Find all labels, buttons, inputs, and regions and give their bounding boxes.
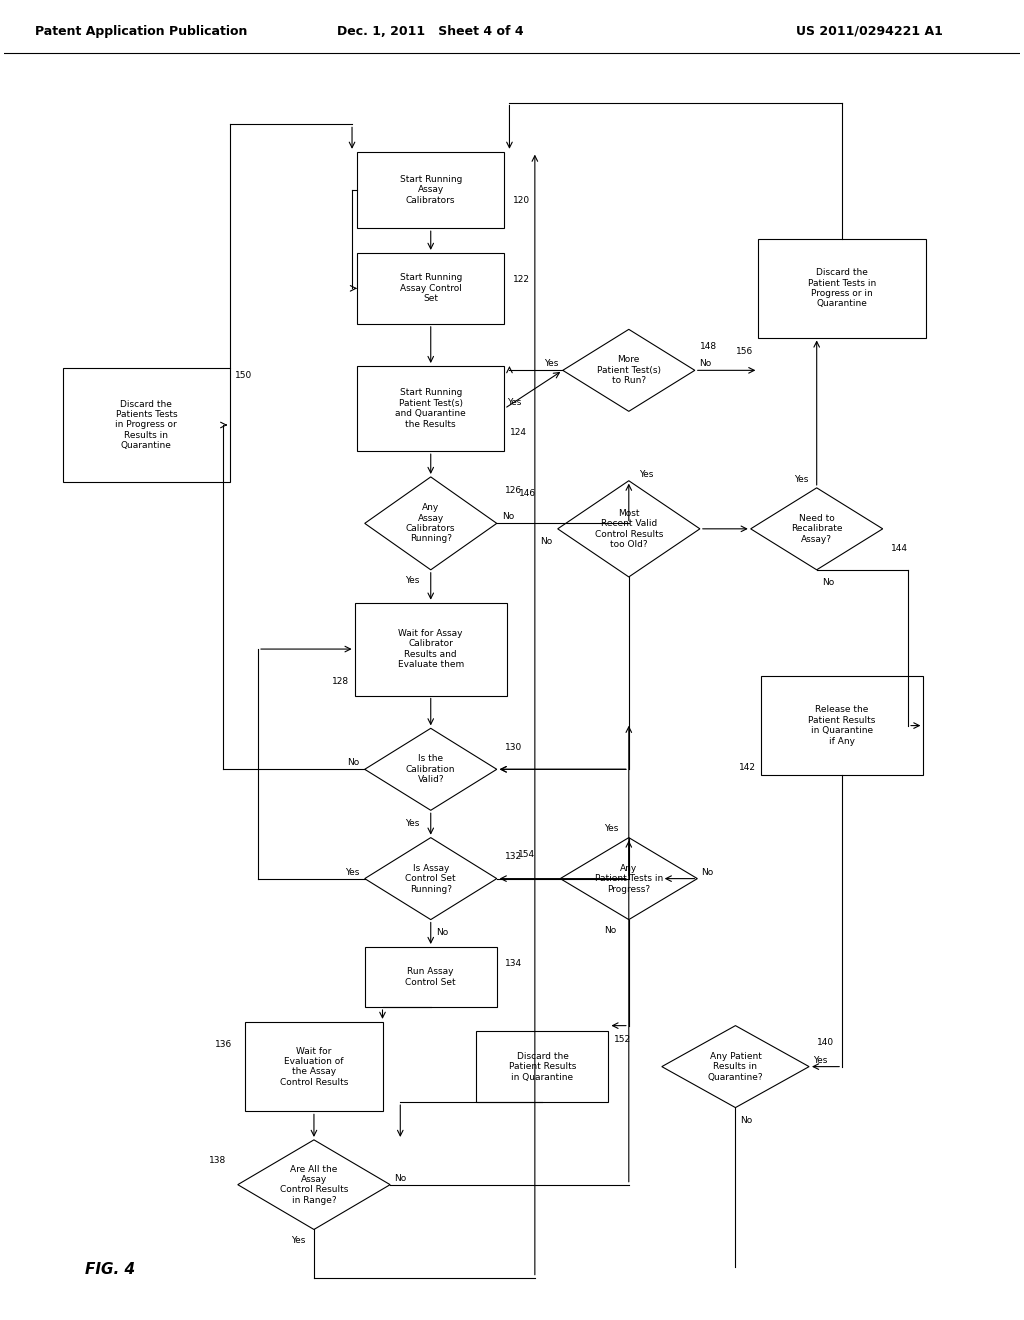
Text: 126: 126 [505,486,522,495]
Text: No: No [436,928,449,937]
Text: Yes: Yes [508,397,522,407]
Text: Run Assay
Control Set: Run Assay Control Set [406,968,456,986]
Polygon shape [558,480,699,577]
Text: No: No [394,1173,407,1183]
FancyBboxPatch shape [357,366,505,451]
Text: Any
Assay
Calibrators
Running?: Any Assay Calibrators Running? [406,503,456,544]
Polygon shape [365,729,497,810]
FancyBboxPatch shape [476,1031,608,1102]
Text: No: No [604,927,616,935]
Text: More
Patient Test(s)
to Run?: More Patient Test(s) to Run? [597,355,660,385]
FancyBboxPatch shape [365,946,497,1007]
Text: 146: 146 [519,490,537,499]
Text: 142: 142 [738,763,756,772]
Text: No: No [699,359,711,368]
Text: 122: 122 [512,275,529,284]
Text: 148: 148 [699,342,717,351]
Text: Discard the
Patient Results
in Quarantine: Discard the Patient Results in Quarantin… [509,1052,577,1081]
FancyBboxPatch shape [354,603,507,696]
Text: No: No [740,1117,753,1125]
Text: 140: 140 [817,1038,835,1047]
Polygon shape [238,1140,390,1229]
Text: 128: 128 [333,677,349,686]
Text: Yes: Yes [345,867,359,876]
Text: No: No [347,758,359,767]
Text: 136: 136 [215,1040,232,1049]
Text: Yes: Yes [604,825,618,833]
Polygon shape [365,477,497,570]
Text: 130: 130 [505,743,522,752]
Text: Start Running
Assay Control
Set: Start Running Assay Control Set [399,273,462,304]
Text: 120: 120 [512,197,529,206]
Polygon shape [662,1026,809,1107]
FancyBboxPatch shape [357,253,505,323]
FancyBboxPatch shape [759,239,926,338]
Polygon shape [365,838,497,920]
Text: No: No [502,512,514,521]
Text: 154: 154 [517,850,535,859]
Text: 138: 138 [209,1156,226,1166]
Text: Yes: Yes [813,1056,827,1064]
Text: Is Assay
Control Set
Running?: Is Assay Control Set Running? [406,863,456,894]
Text: 134: 134 [505,960,522,969]
Text: Discard the
Patient Tests in
Progress or in
Quarantine: Discard the Patient Tests in Progress or… [808,268,877,309]
FancyBboxPatch shape [357,152,505,228]
Text: US 2011/0294221 A1: US 2011/0294221 A1 [797,25,943,38]
Text: Yes: Yes [545,359,559,368]
Text: Wait for
Evaluation of
the Assay
Control Results: Wait for Evaluation of the Assay Control… [280,1047,348,1086]
Polygon shape [560,838,697,920]
Text: Yes: Yes [639,470,653,479]
Text: Are All the
Assay
Control Results
in Range?: Are All the Assay Control Results in Ran… [280,1164,348,1205]
Text: 156: 156 [736,347,754,356]
Text: No: No [541,537,553,546]
Text: 132: 132 [505,853,522,861]
Text: 150: 150 [236,371,253,380]
Text: Yes: Yes [406,818,420,828]
Polygon shape [563,330,695,412]
Text: FIG. 4: FIG. 4 [85,1262,135,1278]
Text: Most
Recent Valid
Control Results
too Old?: Most Recent Valid Control Results too Ol… [595,508,663,549]
Text: No: No [822,578,834,587]
FancyBboxPatch shape [761,676,924,775]
Text: Any Patient
Results in
Quarantine?: Any Patient Results in Quarantine? [708,1052,763,1081]
Text: Need to
Recalibrate
Assay?: Need to Recalibrate Assay? [791,513,843,544]
FancyBboxPatch shape [62,367,230,482]
Text: 124: 124 [510,428,526,437]
Text: 144: 144 [891,544,908,553]
Text: Start Running
Patient Test(s)
and Quarantine
the Results: Start Running Patient Test(s) and Quaran… [395,388,466,429]
Text: Patent Application Publication: Patent Application Publication [35,25,247,38]
Text: Dec. 1, 2011   Sheet 4 of 4: Dec. 1, 2011 Sheet 4 of 4 [338,25,524,38]
Text: Discard the
Patients Tests
in Progress or
Results in
Quarantine: Discard the Patients Tests in Progress o… [116,400,177,450]
Text: Any
Patient Tests in
Progress?: Any Patient Tests in Progress? [595,863,663,894]
FancyBboxPatch shape [246,1022,383,1111]
Text: Wait for Assay
Calibrator
Results and
Evaluate them: Wait for Assay Calibrator Results and Ev… [397,628,464,669]
Text: Yes: Yes [292,1236,306,1245]
Text: Yes: Yes [406,577,420,585]
Polygon shape [751,488,883,570]
Text: 152: 152 [613,1035,631,1044]
Text: Is the
Calibration
Valid?: Is the Calibration Valid? [406,755,456,784]
Text: No: No [701,867,714,876]
Text: Start Running
Assay
Calibrators: Start Running Assay Calibrators [399,176,462,205]
Text: Yes: Yes [795,475,809,483]
Text: Release the
Patient Results
in Quarantine
if Any: Release the Patient Results in Quarantin… [808,705,876,746]
